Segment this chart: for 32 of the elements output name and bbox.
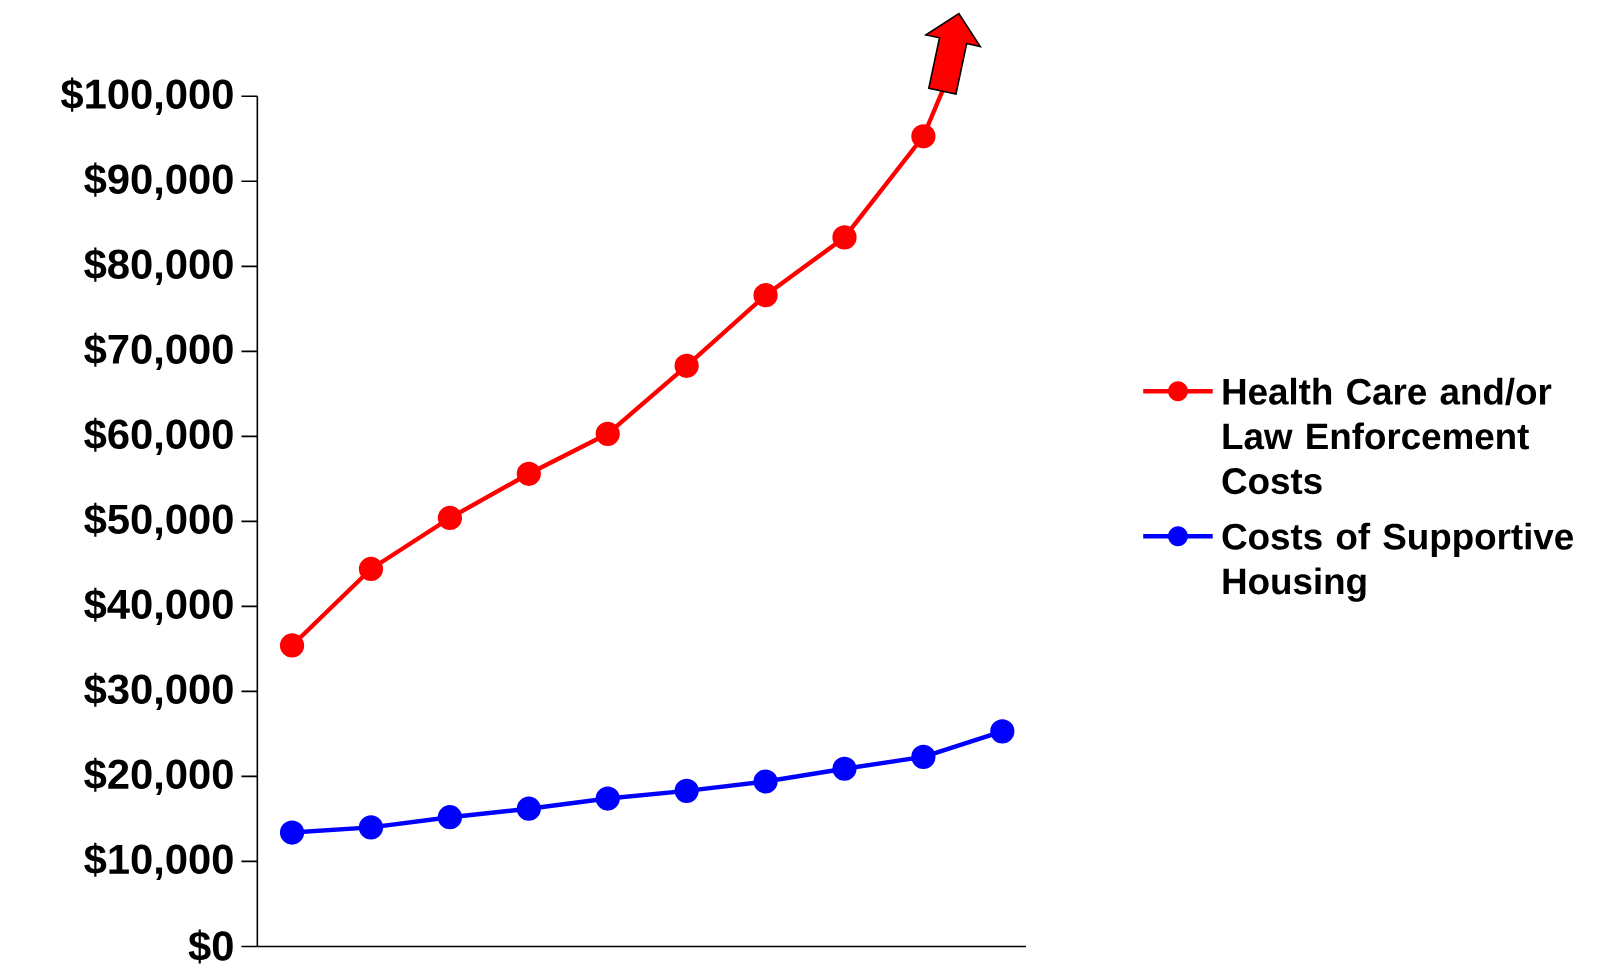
- point: [832, 756, 857, 781]
- y-tick-label: $70,000: [84, 332, 233, 370]
- y-tick-label: $80,000: [84, 247, 233, 285]
- point: [516, 461, 541, 486]
- y-tick-label: $20,000: [84, 757, 233, 795]
- point: [753, 769, 778, 794]
- point: [358, 815, 384, 840]
- point: [437, 505, 463, 530]
- point: [911, 744, 936, 769]
- y-tick-label: $90,000: [84, 162, 233, 200]
- point: [279, 633, 305, 658]
- y-tick-label: $0: [188, 929, 233, 964]
- y-tick-label: $30,000: [84, 672, 233, 710]
- point: [674, 778, 699, 803]
- legend-label: Costs of Supportive Housing: [1222, 522, 1573, 602]
- y-tick-label: $60,000: [84, 417, 233, 455]
- y-tick-label: $10,000: [84, 842, 233, 880]
- point: [595, 421, 620, 446]
- y-tick-label: $100,000: [61, 77, 233, 115]
- point: [753, 282, 778, 308]
- point: [516, 796, 541, 821]
- point: [911, 124, 936, 149]
- point: [990, 719, 1015, 744]
- legend-label: Health Care and/or Law Enforcement Costs: [1222, 377, 1552, 494]
- point: [279, 820, 305, 845]
- point: [437, 804, 463, 830]
- y-tick-label: $50,000: [84, 502, 233, 540]
- point: [358, 556, 384, 581]
- point: [595, 786, 620, 811]
- point: [832, 225, 857, 250]
- point: [674, 353, 699, 378]
- y-tick-label: $40,000: [84, 587, 233, 625]
